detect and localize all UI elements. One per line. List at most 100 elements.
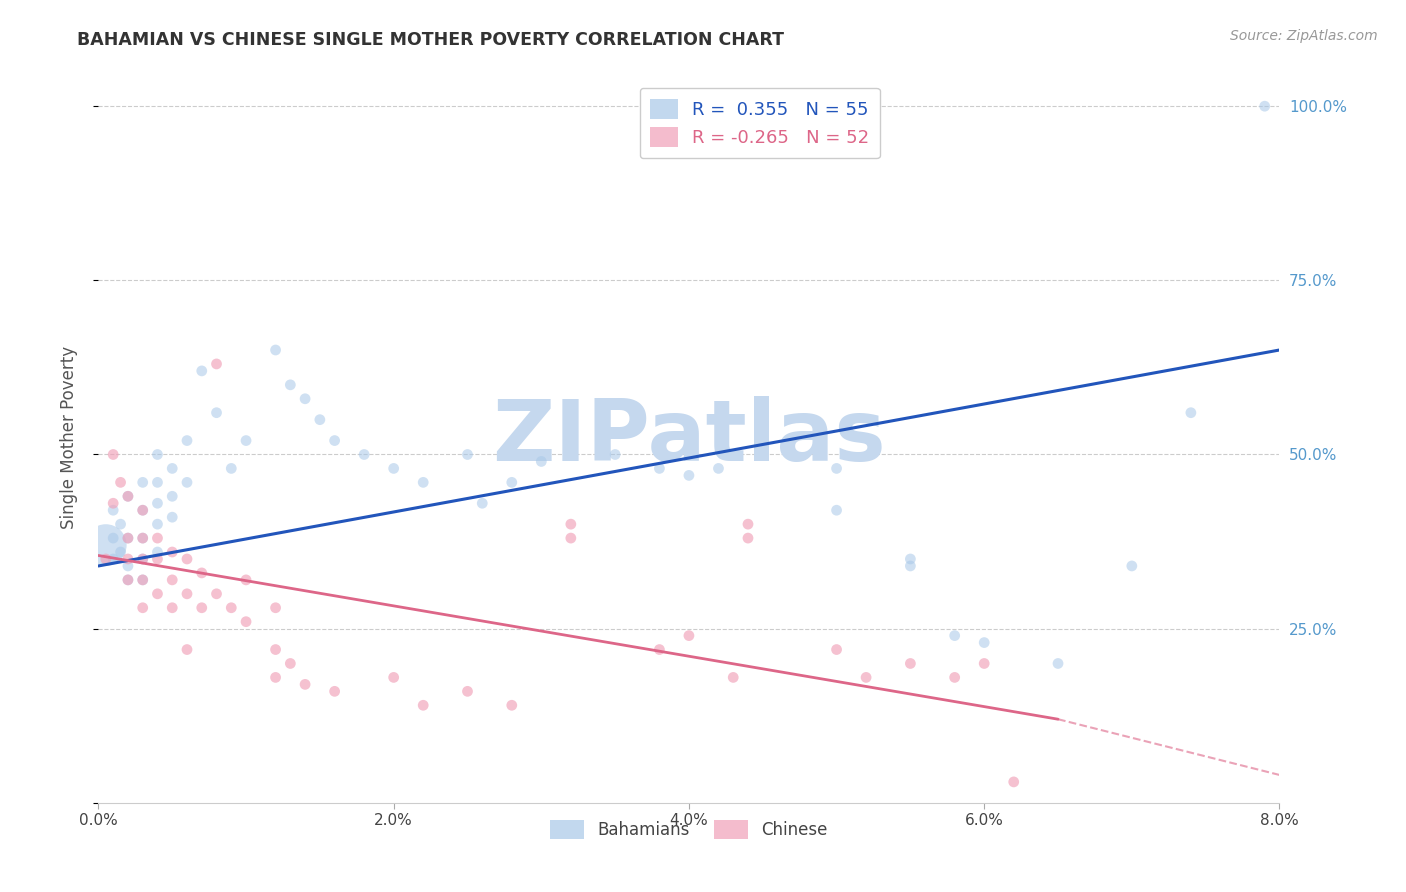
Point — [560, 531, 582, 545]
Point — [973, 635, 995, 649]
Point — [382, 461, 405, 475]
Point — [737, 517, 759, 532]
Point — [162, 600, 183, 615]
Point — [110, 545, 132, 559]
Point — [132, 475, 155, 490]
Point — [94, 538, 117, 552]
Point — [1002, 775, 1025, 789]
Point — [162, 461, 183, 475]
Point — [117, 531, 139, 545]
Point — [605, 448, 627, 462]
Point — [132, 531, 155, 545]
Text: ZIPatlas: ZIPatlas — [492, 395, 886, 479]
Point — [678, 629, 700, 643]
Point — [560, 517, 582, 532]
Point — [117, 573, 139, 587]
Point — [382, 670, 405, 684]
Point — [205, 587, 228, 601]
Point — [294, 677, 316, 691]
Point — [146, 496, 169, 510]
Point — [723, 670, 745, 684]
Point — [457, 448, 479, 462]
Point — [678, 468, 700, 483]
Point — [176, 587, 198, 601]
Point — [132, 552, 155, 566]
Point — [943, 629, 966, 643]
Point — [294, 392, 316, 406]
Point — [146, 552, 169, 566]
Point — [162, 545, 183, 559]
Point — [132, 573, 155, 587]
Point — [973, 657, 995, 671]
Point — [146, 545, 169, 559]
Point — [117, 489, 139, 503]
Point — [280, 377, 302, 392]
Point — [900, 552, 922, 566]
Point — [162, 510, 183, 524]
Point — [707, 461, 730, 475]
Point — [146, 475, 169, 490]
Point — [323, 684, 346, 698]
Point — [501, 698, 523, 713]
Point — [103, 531, 125, 545]
Point — [825, 642, 848, 657]
Point — [132, 531, 155, 545]
Point — [191, 364, 214, 378]
Point — [1046, 657, 1070, 671]
Point — [132, 552, 155, 566]
Point — [176, 434, 198, 448]
Point — [132, 573, 155, 587]
Point — [1254, 99, 1277, 113]
Point — [205, 406, 228, 420]
Point — [117, 558, 139, 573]
Point — [412, 475, 434, 490]
Text: Source: ZipAtlas.com: Source: ZipAtlas.com — [1230, 29, 1378, 43]
Point — [353, 448, 375, 462]
Point — [235, 573, 257, 587]
Point — [146, 587, 169, 601]
Point — [264, 600, 287, 615]
Point — [146, 448, 169, 462]
Point — [855, 670, 877, 684]
Point — [132, 503, 155, 517]
Point — [900, 657, 922, 671]
Point — [176, 552, 198, 566]
Point — [103, 503, 125, 517]
Point — [191, 600, 214, 615]
Point — [117, 552, 139, 566]
Point — [132, 503, 155, 517]
Point — [1121, 558, 1143, 573]
Point — [146, 531, 169, 545]
Point — [825, 461, 848, 475]
Point — [132, 600, 155, 615]
Point — [648, 642, 671, 657]
Point — [309, 412, 332, 426]
Point — [943, 670, 966, 684]
Point — [264, 670, 287, 684]
Point — [264, 343, 287, 357]
Point — [825, 503, 848, 517]
Point — [737, 531, 759, 545]
Point — [1180, 406, 1202, 420]
Point — [280, 657, 302, 671]
Y-axis label: Single Mother Poverty: Single Mother Poverty — [59, 345, 77, 529]
Point — [94, 552, 117, 566]
Point — [146, 517, 169, 532]
Point — [471, 496, 494, 510]
Point — [530, 454, 553, 468]
Point — [900, 558, 922, 573]
Point — [457, 684, 479, 698]
Legend: Bahamians, Chinese: Bahamians, Chinese — [544, 814, 834, 846]
Point — [162, 573, 183, 587]
Point — [412, 698, 434, 713]
Point — [264, 642, 287, 657]
Point — [235, 615, 257, 629]
Point — [323, 434, 346, 448]
Point — [117, 573, 139, 587]
Point — [191, 566, 214, 580]
Point — [103, 552, 125, 566]
Point — [235, 434, 257, 448]
Point — [110, 517, 132, 532]
Point — [205, 357, 228, 371]
Point — [176, 475, 198, 490]
